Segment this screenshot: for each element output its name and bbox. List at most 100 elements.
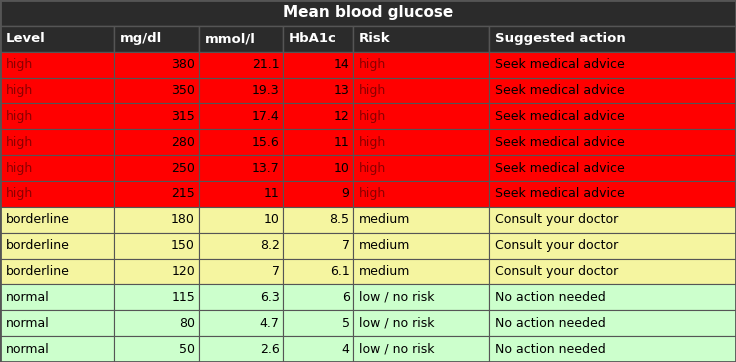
Bar xyxy=(199,104,283,129)
Text: medium: medium xyxy=(359,239,411,252)
Text: mmol/l: mmol/l xyxy=(205,32,255,45)
Text: medium: medium xyxy=(359,213,411,226)
Text: 8.2: 8.2 xyxy=(260,239,280,252)
Bar xyxy=(0,285,114,310)
Bar xyxy=(114,336,199,362)
Text: high: high xyxy=(359,188,386,201)
Text: low / no risk: low / no risk xyxy=(359,317,435,330)
Bar xyxy=(283,104,353,129)
Bar xyxy=(199,26,283,52)
Bar xyxy=(489,129,736,155)
Bar xyxy=(0,310,114,336)
Bar xyxy=(283,52,353,77)
Text: high: high xyxy=(6,58,33,71)
Text: 14: 14 xyxy=(334,58,350,71)
Text: Consult your doctor: Consult your doctor xyxy=(495,265,618,278)
Text: high: high xyxy=(359,136,386,149)
Bar xyxy=(114,233,199,258)
Text: 315: 315 xyxy=(171,110,195,123)
Text: Seek medical advice: Seek medical advice xyxy=(495,84,625,97)
Text: high: high xyxy=(6,161,33,174)
Bar xyxy=(353,104,489,129)
Bar xyxy=(283,336,353,362)
Text: 7: 7 xyxy=(342,239,350,252)
Bar xyxy=(0,26,114,52)
Bar xyxy=(199,181,283,207)
Bar xyxy=(199,285,283,310)
Text: 9: 9 xyxy=(342,188,350,201)
Text: 10: 10 xyxy=(263,213,280,226)
Bar xyxy=(0,155,114,181)
Text: Seek medical advice: Seek medical advice xyxy=(495,188,625,201)
Text: 4.7: 4.7 xyxy=(260,317,280,330)
Text: 280: 280 xyxy=(171,136,195,149)
Text: 8.5: 8.5 xyxy=(330,213,350,226)
Bar xyxy=(353,129,489,155)
Bar xyxy=(353,258,489,285)
Text: mg/dl: mg/dl xyxy=(120,32,162,45)
Bar xyxy=(199,207,283,233)
Text: 120: 120 xyxy=(171,265,195,278)
Bar xyxy=(489,26,736,52)
Bar xyxy=(353,77,489,104)
Bar xyxy=(353,207,489,233)
Text: borderline: borderline xyxy=(6,265,70,278)
Text: high: high xyxy=(6,110,33,123)
Text: 180: 180 xyxy=(171,213,195,226)
Text: 150: 150 xyxy=(171,239,195,252)
Text: 80: 80 xyxy=(179,317,195,330)
Text: 13: 13 xyxy=(334,84,350,97)
Text: 11: 11 xyxy=(264,188,280,201)
Text: Seek medical advice: Seek medical advice xyxy=(495,58,625,71)
Text: 380: 380 xyxy=(171,58,195,71)
Bar xyxy=(283,285,353,310)
Text: 115: 115 xyxy=(171,291,195,304)
Bar xyxy=(0,0,736,26)
Text: Consult your doctor: Consult your doctor xyxy=(495,239,618,252)
Text: 215: 215 xyxy=(171,188,195,201)
Text: 13.7: 13.7 xyxy=(252,161,280,174)
Bar xyxy=(353,26,489,52)
Bar xyxy=(114,104,199,129)
Text: 5: 5 xyxy=(342,317,350,330)
Bar xyxy=(0,52,114,77)
Text: borderline: borderline xyxy=(6,239,70,252)
Text: medium: medium xyxy=(359,265,411,278)
Bar xyxy=(489,336,736,362)
Bar xyxy=(489,104,736,129)
Text: low / no risk: low / no risk xyxy=(359,291,435,304)
Bar xyxy=(283,258,353,285)
Text: high: high xyxy=(359,84,386,97)
Text: 11: 11 xyxy=(334,136,350,149)
Bar xyxy=(114,181,199,207)
Bar xyxy=(489,258,736,285)
Text: high: high xyxy=(359,161,386,174)
Text: 250: 250 xyxy=(171,161,195,174)
Text: 17.4: 17.4 xyxy=(252,110,280,123)
Bar xyxy=(199,155,283,181)
Text: 21.1: 21.1 xyxy=(252,58,280,71)
Bar xyxy=(353,181,489,207)
Bar xyxy=(199,336,283,362)
Text: 12: 12 xyxy=(334,110,350,123)
Bar xyxy=(199,233,283,258)
Bar xyxy=(114,258,199,285)
Bar xyxy=(283,155,353,181)
Bar xyxy=(283,77,353,104)
Bar xyxy=(114,285,199,310)
Text: low / no risk: low / no risk xyxy=(359,342,435,355)
Bar xyxy=(489,77,736,104)
Bar xyxy=(489,207,736,233)
Bar xyxy=(199,52,283,77)
Bar xyxy=(0,258,114,285)
Bar xyxy=(353,336,489,362)
Text: high: high xyxy=(6,188,33,201)
Bar xyxy=(114,155,199,181)
Bar xyxy=(114,207,199,233)
Bar xyxy=(489,155,736,181)
Bar xyxy=(489,52,736,77)
Bar xyxy=(0,129,114,155)
Text: normal: normal xyxy=(6,291,49,304)
Text: Suggested action: Suggested action xyxy=(495,32,626,45)
Text: high: high xyxy=(6,136,33,149)
